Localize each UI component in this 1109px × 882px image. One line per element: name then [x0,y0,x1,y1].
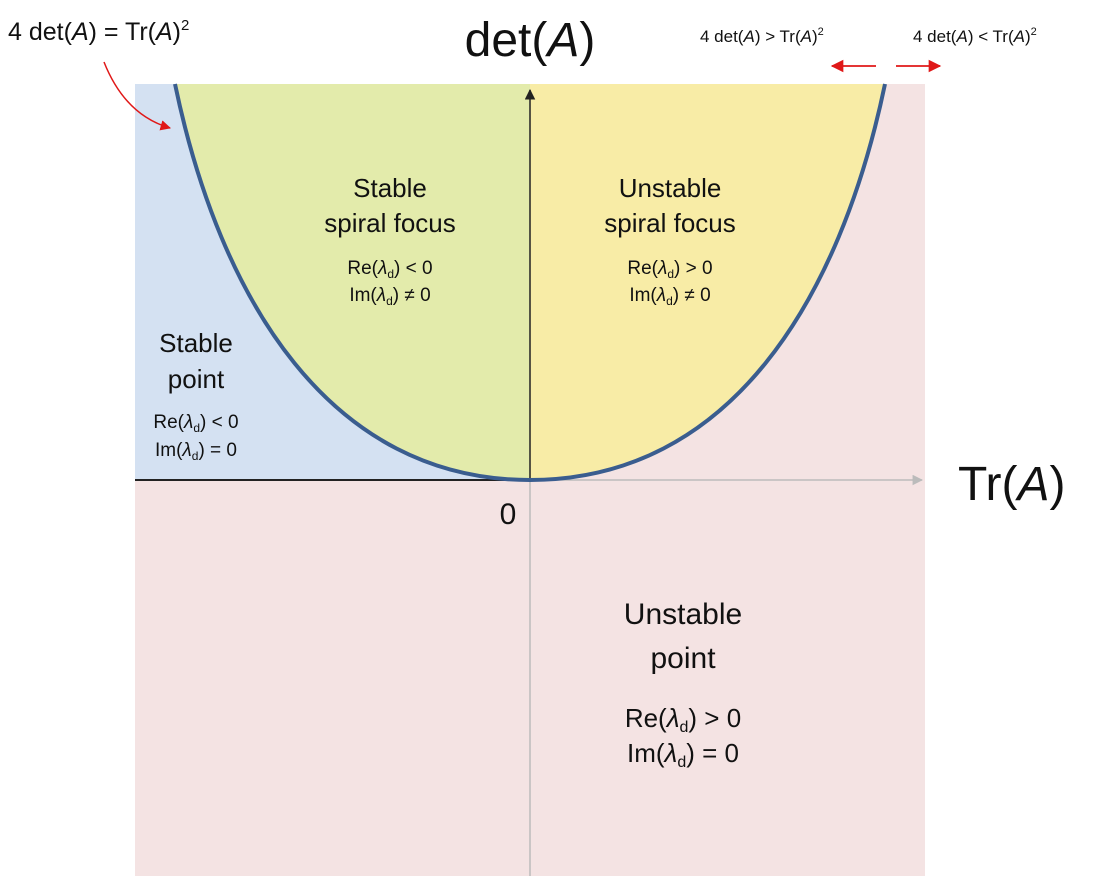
unstable-focus-cond-1: Re(λd) > 0 [627,258,712,281]
parabola-curve [173,83,887,483]
unstable-point-title-1: Unstable [624,598,742,631]
stable-focus-region [175,84,530,480]
left-of-curve-label: 4 det(A) > Tr(A)2 [700,26,824,46]
unstable-focus-title-2: spiral focus [604,208,736,238]
unstable-point-title-2: point [650,642,716,675]
stable-focus-cond-2: Im(λd) ≠ 0 [349,285,430,308]
unstable-focus-region [530,84,885,480]
stable-point-title-2: point [168,364,225,394]
stable-point-title-1: Stable [159,328,233,358]
unstable-focus-title-1: Unstable [619,173,722,203]
x-axis-label: Tr(A) [958,458,1066,511]
curve-pointer-arrow [103,61,172,131]
stable-point-cond-1: Re(λd) < 0 [153,412,238,435]
curve-equation-label: 4 det(A) = Tr(A)2 [8,17,189,46]
stable-focus-title-1: Stable [353,173,427,203]
unstable-focus-cond-2: Im(λd) ≠ 0 [629,285,710,308]
y-axis-label: det(A) [465,14,596,67]
unstable-point-cond-1: Re(λd) > 0 [625,703,741,736]
stable-focus-title-2: spiral focus [324,208,456,238]
stable-focus-cond-1: Re(λd) < 0 [347,258,432,281]
stable-point-cond-2: Im(λd) = 0 [155,440,237,463]
right-of-curve-label: 4 det(A) < Tr(A)2 [913,26,1037,46]
origin-label: 0 [500,498,517,531]
unstable-point-cond-2: Im(λd) = 0 [627,738,739,771]
